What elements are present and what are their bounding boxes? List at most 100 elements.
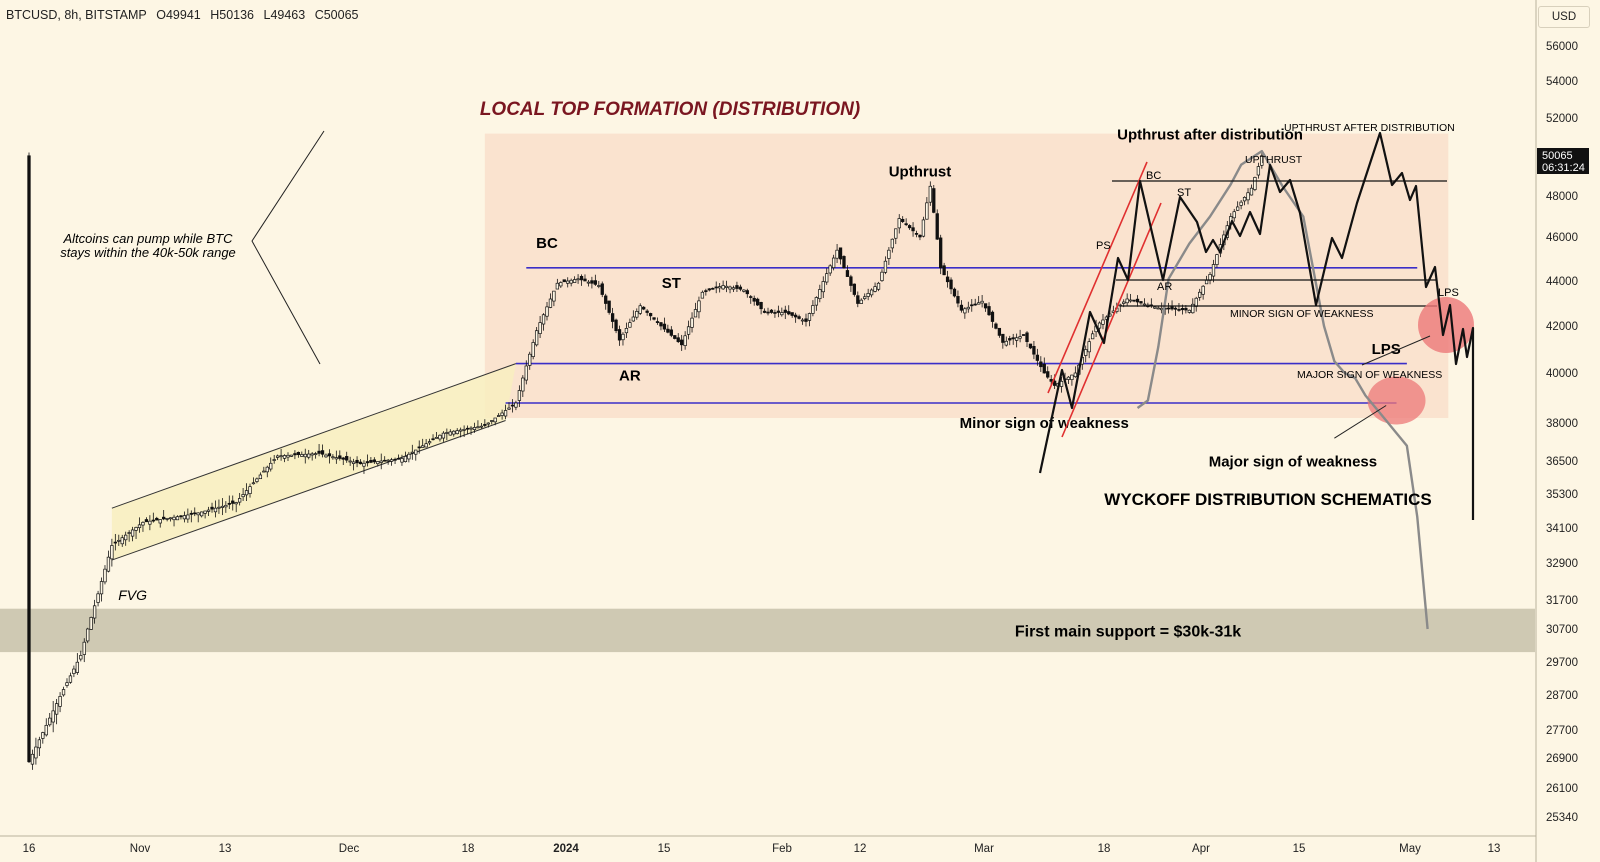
candle-body-209 [749,296,753,298]
candle-body-59 [231,500,235,504]
candle-body-170 [614,319,618,332]
candle-body-328 [1160,307,1164,311]
candle-body-292 [1035,354,1040,361]
y-tick-label: 35300 [1546,489,1578,501]
candle-body-89 [334,457,338,460]
y-tick-label: 28700 [1546,690,1578,702]
wyckoff-schematic: PS BC ST AR UPTHRUST UPTHRUST AFTER DIST… [1038,122,1475,520]
candle-body-33 [141,521,145,526]
candle-body-24 [110,545,114,560]
candle-body-78 [296,451,301,456]
x-tick-label: 15 [1293,843,1306,855]
annotation-ar: AR [619,368,641,385]
candle-body-353 [1246,192,1250,201]
candle-body-172 [621,333,625,341]
schematic-title: WYCKOFF DISTRIBUTION SCHEMATICS [1104,490,1431,509]
ohlc-high: H50136 [210,8,255,22]
candle-body-344 [1215,254,1219,265]
candle-body-90 [338,455,342,459]
candle-body-173 [624,328,629,334]
candle-body-3 [37,739,42,749]
candle-body-242 [863,296,867,299]
candle-body-326 [1153,306,1157,309]
channel-lower-line [111,420,506,561]
candle-body-165 [597,285,601,287]
candle-body-160 [579,275,584,281]
time-axis[interactable]: 16 Nov 13 Dec 18 2024 15 Feb 12 Mar 18 Apr 15 May 13 [23,843,1501,855]
candle-body-45 [182,515,187,520]
candle-body-53 [210,506,214,510]
schematic-label-bc: BC [1146,170,1161,182]
y-tick-label: 42000 [1546,321,1578,333]
candle-body-154 [559,282,563,287]
y-tick-label: 26100 [1546,783,1578,795]
y-tick-label: 56000 [1546,41,1578,53]
candle-body-290 [1028,343,1033,349]
candle-body-133 [486,422,490,425]
candle-body-151 [548,298,553,308]
candle-body-245 [873,286,877,292]
altcoin-note-line-1: Altcoins can pump while BTC [62,231,233,246]
candle-body-205 [735,285,739,289]
candle-body-11 [65,682,69,686]
candle-body-152 [552,290,556,302]
candle-body-144 [524,365,528,381]
candle-body-16 [82,641,86,655]
candle-body-18 [89,617,93,630]
x-tick-label: Feb [772,843,792,855]
candle-body-64 [248,486,252,494]
candle-body-68 [262,470,266,473]
candle-body-109 [403,456,408,463]
candle-body-206 [738,286,743,290]
candle-body-356 [1256,166,1261,176]
candle-body-108 [400,458,404,463]
candle-body-228 [814,297,819,306]
candle-body-99 [369,460,373,463]
candle-body-180 [648,313,653,317]
schematic-label-upthrust: UPTHRUST [1245,154,1303,166]
candle-body-98 [365,461,370,464]
candle-body-143 [521,377,525,392]
candle-body-65 [251,482,256,485]
candle-body-123 [452,430,456,435]
x-tick-label: 16 [23,843,36,855]
annotation-upthrust: Upthrust [889,164,952,181]
candle-body-256 [911,227,915,232]
candle-body-207 [742,289,746,292]
candle-body-233 [831,257,836,268]
y-tick-label: 36500 [1546,456,1578,468]
candle-body-22 [103,568,107,583]
annotation-upthrust-after-distribution: Upthrust after distribution [1117,126,1303,143]
candle-body-127 [465,427,470,430]
price-axis[interactable]: 56000 54000 52000 48000 46000 44000 42000 40000… [1546,41,1578,824]
candle-body-158 [572,279,577,283]
candle-body-70 [269,462,273,470]
candle-body-291 [1032,345,1036,355]
candle-body-112 [414,449,418,455]
candle-body-17 [86,628,90,642]
candle-body-340 [1201,285,1205,295]
candle-body-183 [659,322,663,327]
candle-body-318 [1125,298,1129,304]
currency-label[interactable]: USD [1538,6,1590,28]
candle-body-46 [186,514,190,520]
schematic-label-major-sow: MAJOR SIGN OF WEAKNESS [1297,369,1442,381]
candle-body-188 [676,337,680,343]
candle-body-327 [1156,307,1160,310]
x-tick-label: 12 [854,843,867,855]
candle-body-15 [79,655,83,660]
candle-body-335 [1184,307,1188,311]
candle-body-93 [348,460,352,463]
candle-body-84 [317,450,321,454]
candle-body-218 [780,312,784,316]
annotation-fvg: FVG [118,587,147,603]
candle-body-226 [807,313,812,321]
candle-body-263 [935,213,939,240]
candle-body-121 [445,432,449,434]
candle-body-167 [604,295,608,304]
candle-body-132 [483,424,487,426]
schematic-channel-line-2 [1061,202,1162,438]
x-tick-label: 13 [219,843,232,855]
candle-body-262 [932,188,936,213]
